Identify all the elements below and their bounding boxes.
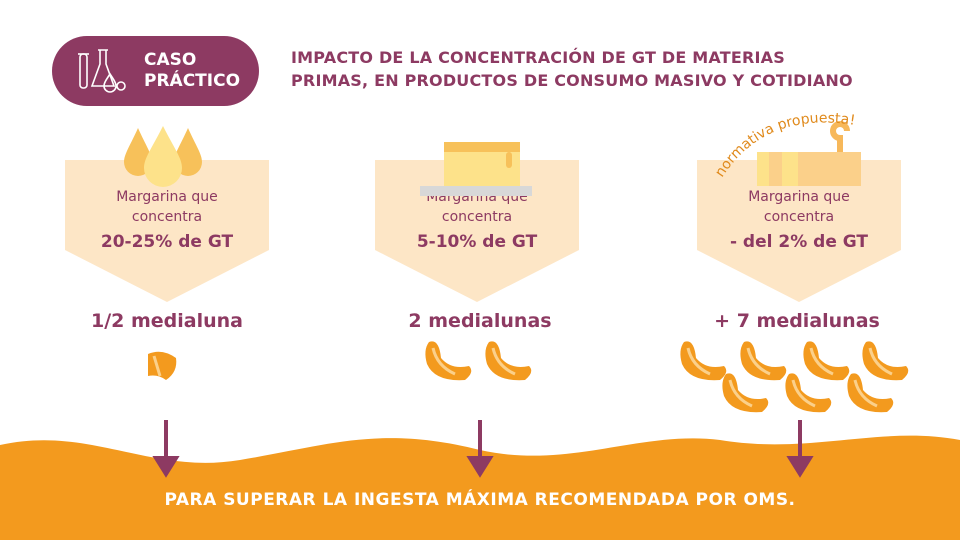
badge-line1: CASO: [144, 50, 197, 70]
panel-shape: [65, 160, 269, 302]
croissant-icon: [425, 341, 472, 381]
title-line2: PRIMAS, EN PRODUCTOS DE CONSUMO MASIVO Y…: [291, 71, 853, 90]
arrows: [152, 420, 814, 478]
croissant-icon: [862, 341, 909, 381]
croissant-icon: [847, 373, 894, 413]
panel-line1: Margarina que: [116, 189, 218, 205]
page-title: IMPACTO DE LA CONCENTRACIÓN DE GT DE MAT…: [291, 46, 853, 92]
orange-wave-banner: [0, 435, 960, 540]
panel-line1: Margarina que: [748, 189, 850, 205]
down-arrow-icon: [466, 456, 494, 478]
normativa-note: normativa propuesta!: [712, 110, 856, 180]
down-arrow-icon: [786, 456, 814, 478]
footer-message: PARA SUPERAR LA INGESTA MÁXIMA RECOMENDA…: [164, 490, 796, 510]
croissant-icon: [785, 373, 832, 413]
panel-value: 5-10% de GT: [416, 232, 538, 252]
croissant-icon: [485, 341, 532, 381]
panel-line2: concentra: [131, 209, 203, 225]
panel-high-gt: Margarina que concentra 20-25% de GT: [65, 160, 269, 302]
croissant-icon: [803, 341, 850, 381]
lab-flask-icon: [78, 49, 126, 93]
croissants-group: [148, 341, 909, 413]
oil-drops-icon: [124, 126, 202, 187]
svg-text:normativa propuesta!: normativa propuesta!: [712, 110, 856, 180]
croissant-count: 2 medialunas: [408, 310, 552, 332]
croissant-icon: [680, 341, 727, 381]
butter-wrap-icon: [757, 121, 861, 186]
title-line1: IMPACTO DE LA CONCENTRACIÓN DE GT DE MAT…: [291, 48, 785, 67]
panel-line2: concentra: [763, 209, 835, 225]
badge-line2: PRÁCTICO: [144, 71, 241, 91]
panel-line2: concentra: [441, 209, 513, 225]
croissant-icon: [740, 341, 787, 381]
normativa-note-arc: normativa propuesta!: [712, 110, 856, 180]
croissant-icon: [148, 351, 177, 380]
panel-low-gt: Margarina que concentra - del 2% de GT: [697, 160, 901, 302]
caso-practico-badge: CASO PRÁCTICO: [52, 36, 259, 106]
croissant-count: + 7 medialunas: [714, 310, 880, 332]
panel-value: 20-25% de GT: [100, 232, 234, 252]
panel-shape: [697, 160, 901, 302]
croissant-count: 1/2 medialuna: [91, 310, 243, 332]
croissant-icon: [722, 373, 769, 413]
butter-block-icon: [420, 142, 532, 196]
down-arrow-icon: [152, 456, 180, 478]
panel-value: - del 2% de GT: [729, 232, 869, 252]
